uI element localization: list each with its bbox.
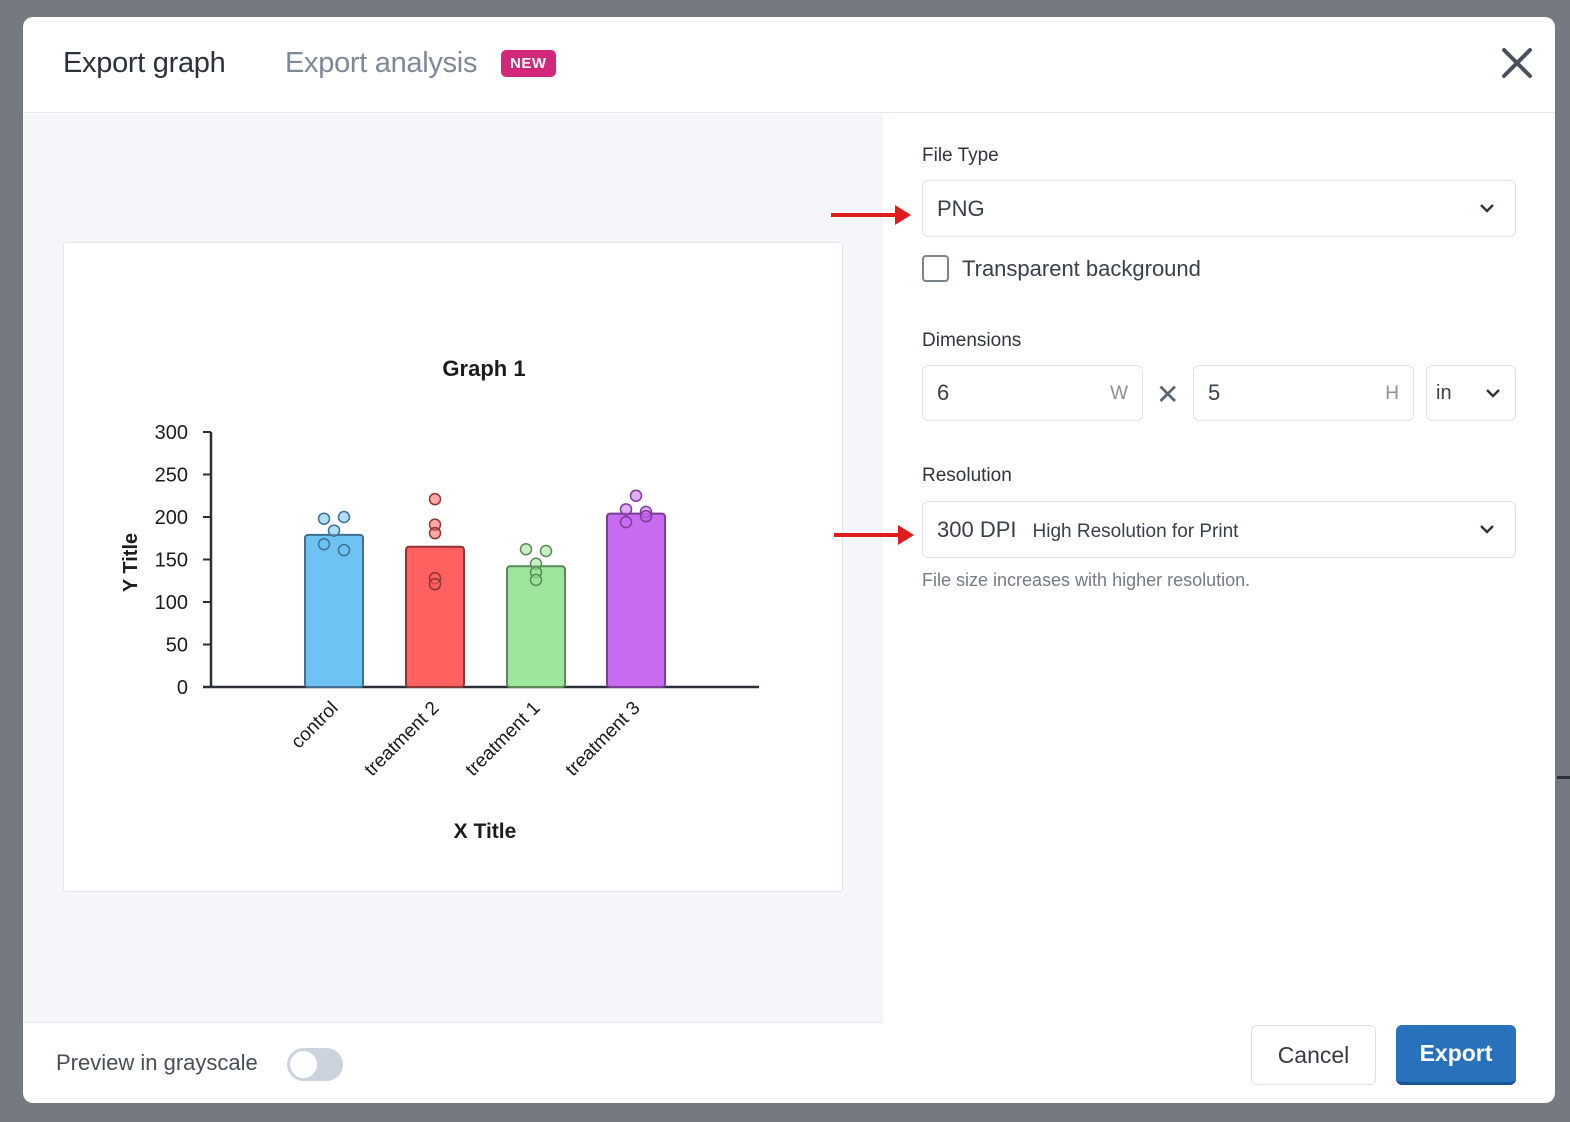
- width-suffix: W: [1110, 383, 1128, 404]
- resolution-description: High Resolution for Print: [1032, 521, 1239, 542]
- chart-title: Graph 1: [442, 356, 525, 381]
- height-value: 5: [1208, 380, 1221, 405]
- height-input[interactable]: 5 H: [1193, 365, 1414, 421]
- bar: [606, 512, 666, 688]
- y-tick-label: 150: [155, 550, 188, 572]
- data-point: [619, 515, 633, 529]
- file-type-label: File Type: [922, 145, 999, 166]
- resolution-hint: File size increases with higher resoluti…: [922, 570, 1251, 590]
- dialog-header: Export graph Export analysis NEW: [23, 17, 1555, 113]
- chevron-down-icon: [1486, 389, 1500, 398]
- bar: [304, 533, 364, 688]
- background-edge: [1557, 776, 1570, 779]
- x-tick-label: treatment 1: [462, 698, 545, 781]
- grayscale-label: Preview in grayscale: [56, 1050, 258, 1075]
- tab-export-graph[interactable]: Export graph: [63, 47, 226, 79]
- cancel-button[interactable]: Cancel: [1251, 1025, 1376, 1085]
- data-point: [629, 489, 643, 502]
- y-tick-label: 100: [155, 592, 188, 614]
- chevron-down-icon: [1480, 204, 1494, 213]
- width-input[interactable]: 6 W: [922, 365, 1143, 421]
- transparent-background-checkbox[interactable]: [922, 255, 949, 282]
- x-tick-label: treatment 2: [361, 698, 444, 781]
- annotation-arrow: [834, 525, 914, 545]
- data-point: [337, 543, 351, 557]
- y-tick-label: 0: [177, 677, 188, 699]
- file-type-select[interactable]: PNG: [922, 180, 1516, 237]
- y-axis-title: Y Title: [120, 533, 142, 592]
- grayscale-toggle[interactable]: [287, 1048, 343, 1081]
- transparent-background-label: Transparent background: [962, 256, 1201, 281]
- height-suffix: H: [1385, 383, 1399, 404]
- file-type-value: PNG: [937, 196, 985, 221]
- toggle-knob: [290, 1051, 317, 1078]
- y-tick-label: 300: [155, 422, 188, 444]
- chevron-down-icon: [1480, 525, 1494, 534]
- graph-preview-pane: Graph 1 0 50 100 150 200 250 300 Y Title X Title c…: [23, 114, 883, 1022]
- export-button[interactable]: Export: [1396, 1025, 1516, 1085]
- data-point: [639, 509, 653, 523]
- bar: [405, 545, 465, 688]
- data-point: [337, 510, 351, 524]
- data-point: [317, 537, 331, 551]
- close-icon: [1502, 48, 1532, 78]
- resolution-select[interactable]: 300 DPI High Resolution for Print: [922, 501, 1516, 558]
- data-point: [428, 492, 442, 506]
- annotation-arrow: [831, 205, 911, 225]
- x-tick-label: control: [287, 698, 342, 753]
- resolution-value: 300 DPI High Resolution for Print: [937, 517, 1239, 542]
- data-point: [539, 544, 553, 558]
- times-icon: ✕: [1156, 379, 1180, 410]
- data-point: [529, 573, 543, 587]
- bar-chart: Graph 1 0 50 100 150 200 250 300 Y Title X Title c…: [120, 356, 759, 843]
- x-tick-label: treatment 3: [562, 698, 645, 781]
- data-point: [519, 543, 533, 556]
- data-point: [619, 503, 633, 516]
- unit-select[interactable]: in: [1426, 365, 1516, 421]
- data-point: [428, 577, 442, 591]
- new-badge: NEW: [501, 50, 556, 77]
- graph-preview-card: Graph 1 0 50 100 150 200 250 300 Y Title X Title c…: [63, 242, 843, 892]
- close-button[interactable]: [1499, 45, 1535, 81]
- x-axis-title: X Title: [454, 820, 517, 843]
- dimensions-label: Dimensions: [922, 330, 1022, 351]
- data-point: [327, 524, 341, 537]
- y-tick-label: 250: [155, 465, 188, 487]
- resolution-label: Resolution: [922, 465, 1012, 486]
- export-dialog: Export graph Export analysis NEW Graph 1…: [23, 17, 1555, 1103]
- divider: [23, 1022, 883, 1023]
- width-value: 6: [937, 380, 950, 405]
- data-point: [428, 526, 442, 540]
- tab-export-analysis[interactable]: Export analysis: [285, 47, 478, 79]
- unit-value: in: [1436, 382, 1452, 404]
- data-point: [317, 512, 331, 525]
- y-tick-label: 200: [155, 507, 188, 529]
- y-tick-label: 50: [166, 635, 188, 657]
